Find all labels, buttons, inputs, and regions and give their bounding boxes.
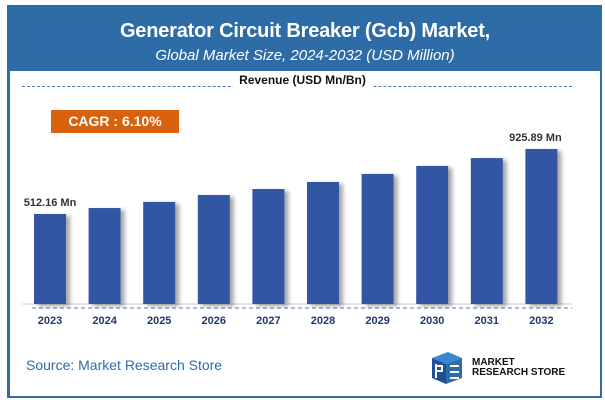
x-tick-label: 2031 — [475, 315, 499, 327]
bar-2028 — [307, 181, 339, 304]
chart-subtitle: Global Market Size, 2024-2032 (USD Milli… — [155, 47, 455, 64]
data-label: 512.16 Mn — [24, 197, 77, 209]
x-tick-label: 2029 — [365, 315, 389, 327]
bar-2029 — [361, 173, 394, 304]
x-tick-label: 2030 — [420, 315, 444, 327]
bar-2025 — [143, 201, 176, 304]
bar-2023 — [34, 213, 66, 304]
bar-2027 — [252, 189, 285, 304]
cagr-badge: CAGR : 6.10% — [51, 110, 179, 133]
source-text: Source: Market Research Store — [26, 357, 223, 373]
revenue-label-wrap: Revenue (USD Mn/Bn) — [0, 73, 605, 87]
data-label: 925.89 Mn — [509, 132, 562, 144]
logo: MARKET RESEARCH STORE — [428, 350, 565, 386]
bar-2031 — [470, 158, 503, 304]
chart-title: Generator Circuit Breaker (Gcb) Market, — [119, 20, 491, 42]
x-tick-label: 2024 — [92, 315, 117, 327]
x-tick-label: 2027 — [256, 315, 280, 327]
logo-line2: RESEARCH STORE — [472, 367, 566, 378]
header: Generator Circuit Breaker (Gcb) Market, … — [10, 7, 600, 71]
bar-2030 — [416, 165, 449, 304]
x-tick-label: 2025 — [147, 315, 171, 327]
bar-2032 — [525, 148, 558, 304]
revenue-label: Revenue (USD Mn/Bn) — [233, 73, 372, 87]
bar-2024 — [88, 208, 121, 304]
x-tick-label: 2026 — [202, 315, 226, 327]
logo-line1: MARKET — [472, 357, 515, 368]
bar-2026 — [197, 195, 230, 304]
logo-icon — [432, 352, 462, 384]
x-tick-label: 2023 — [38, 315, 62, 327]
chart-frame: Generator Circuit Breaker (Gcb) Market, … — [7, 5, 602, 398]
x-tick-label: 2032 — [529, 315, 553, 327]
x-tick-label: 2028 — [311, 315, 335, 327]
